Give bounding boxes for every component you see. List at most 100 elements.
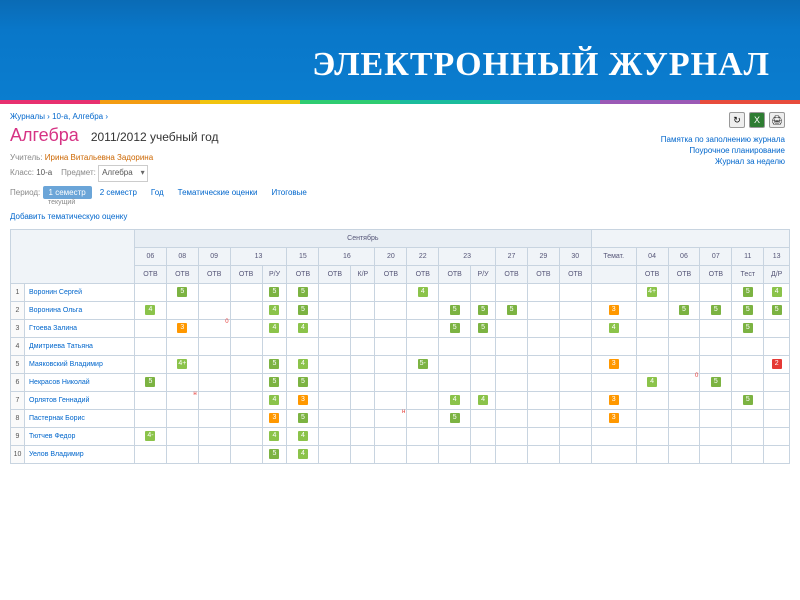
date-header[interactable]: 27: [496, 247, 528, 265]
grade-cell[interactable]: [375, 355, 407, 373]
grade-mark[interactable]: 5: [269, 449, 279, 459]
grade-cell[interactable]: [351, 409, 375, 427]
grade-cell[interactable]: 4: [439, 391, 471, 409]
grade-cell[interactable]: [591, 445, 636, 463]
grade-cell[interactable]: 5: [439, 409, 471, 427]
grade-cell[interactable]: [287, 337, 319, 355]
grade-cell[interactable]: [351, 445, 375, 463]
grade-mark[interactable]: 4: [298, 449, 308, 459]
grade-cell[interactable]: [764, 337, 790, 355]
excel-icon[interactable]: X: [749, 112, 765, 128]
student-name[interactable]: Некрасов Николай: [25, 373, 135, 391]
grade-cell[interactable]: 5: [732, 283, 764, 301]
grade-cell[interactable]: [559, 337, 591, 355]
grade-cell[interactable]: [700, 355, 732, 373]
date-header[interactable]: 13: [230, 247, 287, 265]
grade-cell[interactable]: [198, 445, 230, 463]
grade-cell[interactable]: [135, 337, 167, 355]
grade-cell[interactable]: [527, 319, 559, 337]
grade-cell[interactable]: [471, 427, 496, 445]
grade-cell[interactable]: [135, 355, 167, 373]
grade-mark[interactable]: 5: [298, 413, 308, 423]
grade-cell[interactable]: [732, 355, 764, 373]
grade-cell[interactable]: [439, 337, 471, 355]
grade-cell[interactable]: [559, 301, 591, 319]
grade-cell[interactable]: [439, 427, 471, 445]
grade-cell[interactable]: [230, 391, 262, 409]
grade-cell[interactable]: [230, 409, 262, 427]
grade-cell[interactable]: [135, 391, 167, 409]
grade-mark[interactable]: 4: [647, 377, 657, 387]
breadcrumb-link[interactable]: Журналы: [10, 112, 45, 121]
grade-mark[interactable]: 4: [145, 305, 155, 315]
grade-cell[interactable]: [764, 427, 790, 445]
grade-mark[interactable]: 3: [609, 395, 619, 405]
grade-cell[interactable]: н: [375, 409, 407, 427]
grade-cell[interactable]: 3: [287, 391, 319, 409]
grade-mark[interactable]: 5: [269, 359, 279, 369]
grade-mark[interactable]: 3: [609, 413, 619, 423]
grade-cell[interactable]: [527, 409, 559, 427]
grade-mark[interactable]: 5: [711, 305, 721, 315]
grade-cell[interactable]: [375, 445, 407, 463]
grade-cell[interactable]: [407, 337, 439, 355]
grade-cell[interactable]: [700, 319, 732, 337]
date-header[interactable]: 30: [559, 247, 591, 265]
grade-cell[interactable]: [471, 445, 496, 463]
grade-cell[interactable]: [668, 337, 700, 355]
grade-cell[interactable]: 4: [135, 301, 167, 319]
grade-cell[interactable]: 5: [764, 301, 790, 319]
grade-cell[interactable]: [375, 391, 407, 409]
grade-cell[interactable]: [319, 355, 351, 373]
grade-cell[interactable]: [732, 337, 764, 355]
grade-cell[interactable]: 4: [287, 319, 319, 337]
grade-mark[interactable]: 4: [478, 395, 488, 405]
grade-cell[interactable]: 5: [732, 301, 764, 319]
grade-cell[interactable]: [636, 337, 668, 355]
grade-cell[interactable]: [471, 283, 496, 301]
grade-cell[interactable]: 0: [198, 319, 230, 337]
grade-mark[interactable]: 4: [772, 287, 782, 297]
grade-cell[interactable]: [496, 283, 528, 301]
grade-cell[interactable]: 5: [287, 301, 319, 319]
grade-cell[interactable]: [636, 409, 668, 427]
grade-cell[interactable]: 5: [471, 301, 496, 319]
student-name[interactable]: Орлятов Геннадий: [25, 391, 135, 409]
add-thematic-link[interactable]: Добавить тематическую оценку: [10, 212, 127, 221]
grade-mark[interactable]: 5: [743, 395, 753, 405]
grade-cell[interactable]: 4: [471, 391, 496, 409]
grade-cell[interactable]: 2: [764, 355, 790, 373]
student-name[interactable]: Тютчев Федор: [25, 427, 135, 445]
grade-cell[interactable]: 4: [407, 283, 439, 301]
grade-cell[interactable]: [496, 427, 528, 445]
grade-cell[interactable]: 5-: [407, 355, 439, 373]
grade-cell[interactable]: [135, 319, 167, 337]
grade-mark[interactable]: 5: [507, 305, 517, 315]
period-tab[interactable]: Год: [145, 186, 170, 199]
grade-cell[interactable]: [471, 355, 496, 373]
side-link[interactable]: Памятка по заполнению журнала: [661, 134, 785, 145]
grade-mark[interactable]: 3: [269, 413, 279, 423]
grade-cell[interactable]: 5: [287, 283, 319, 301]
grade-cell[interactable]: [166, 427, 198, 445]
grade-cell[interactable]: [636, 445, 668, 463]
grade-cell[interactable]: 5: [262, 373, 287, 391]
grade-cell[interactable]: 4: [764, 283, 790, 301]
grade-mark[interactable]: 5: [743, 323, 753, 333]
period-tab[interactable]: 1 семестр: [43, 186, 92, 199]
grade-cell[interactable]: [496, 391, 528, 409]
grade-cell[interactable]: [407, 427, 439, 445]
grade-mark[interactable]: 5: [269, 287, 279, 297]
grade-cell[interactable]: [351, 337, 375, 355]
grade-mark[interactable]: 5: [711, 377, 721, 387]
grade-cell[interactable]: [496, 319, 528, 337]
grade-mark[interactable]: 5: [177, 287, 187, 297]
grade-cell[interactable]: [700, 409, 732, 427]
grade-cell[interactable]: [351, 355, 375, 373]
grade-cell[interactable]: [527, 427, 559, 445]
grade-cell[interactable]: [135, 445, 167, 463]
grade-cell[interactable]: 5: [700, 373, 732, 391]
period-tab[interactable]: 2 семестр: [94, 186, 143, 199]
grade-mark[interactable]: 4: [418, 287, 428, 297]
grade-cell[interactable]: [636, 301, 668, 319]
